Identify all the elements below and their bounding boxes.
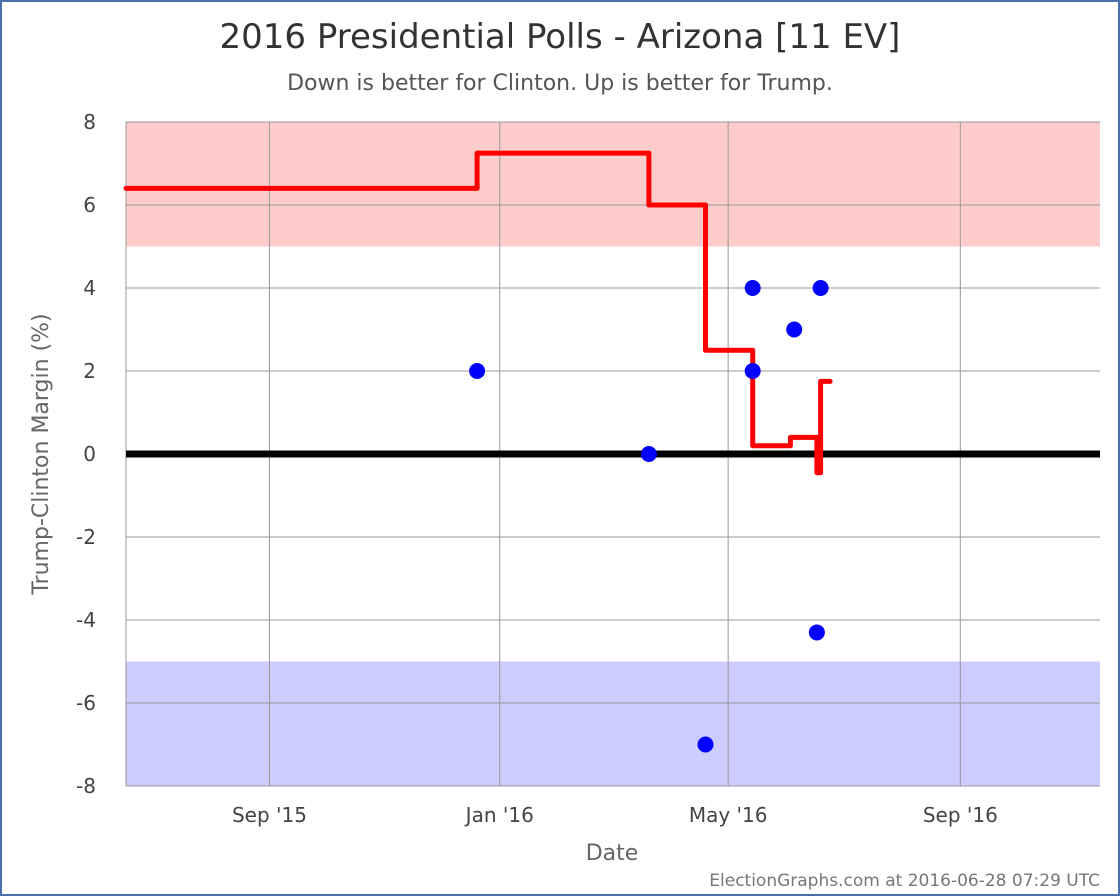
y-axis-label: Trump-Clinton Margin (%)	[29, 313, 54, 595]
x-axis-label: Date	[586, 841, 639, 866]
poll-point	[744, 363, 761, 379]
band-0	[126, 122, 1100, 247]
y-tick-label: 8	[83, 110, 96, 134]
poll-point	[469, 363, 486, 379]
poll-point	[812, 280, 829, 296]
chart-title: 2016 Presidential Polls - Arizona [11 EV…	[220, 17, 901, 57]
y-tick-label: -4	[76, 608, 96, 632]
credit-text: ElectionGraphs.com at 2016-06-28 07:29 U…	[709, 871, 1100, 891]
x-tick-label: Sep '16	[923, 803, 998, 827]
poll-point	[640, 446, 657, 462]
y-tick-label: -8	[76, 774, 96, 798]
chart-subtitle: Down is better for Clinton. Up is better…	[287, 71, 833, 96]
poll-point	[808, 624, 825, 641]
y-tick-label: 2	[83, 359, 96, 383]
poll-point	[697, 736, 714, 753]
average-line	[123, 150, 833, 476]
poll-point	[786, 321, 803, 338]
y-tick-label: 0	[83, 442, 96, 466]
y-tick-label: 6	[83, 193, 96, 217]
y-tick-label: -2	[76, 525, 96, 549]
y-tick-label: -6	[76, 691, 96, 715]
x-tick-label: May '16	[689, 803, 768, 827]
y-tick-label: 4	[83, 276, 96, 300]
x-tick-label: Jan '16	[464, 803, 534, 827]
band-1	[126, 661, 1100, 786]
poll-point	[744, 280, 761, 296]
x-tick-label: Sep '15	[232, 803, 307, 827]
